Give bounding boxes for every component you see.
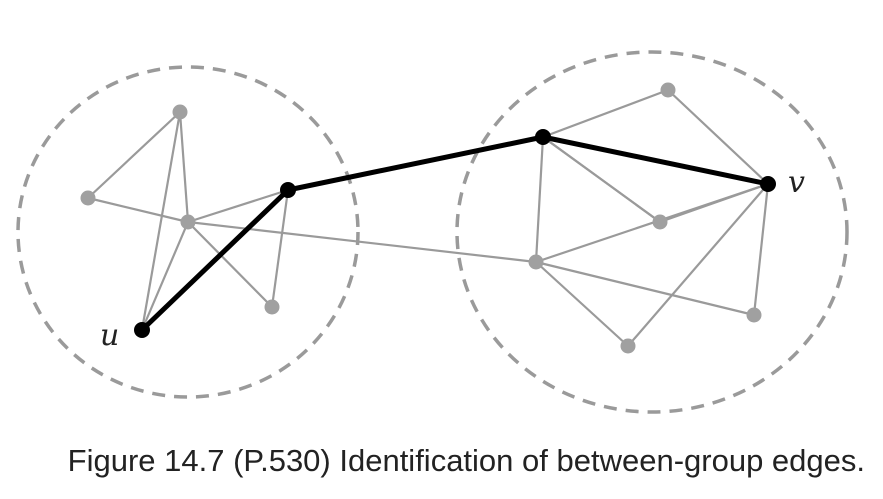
groups-layer <box>16 50 849 414</box>
node-R2 <box>535 129 551 145</box>
edges-layer <box>86 88 771 348</box>
node-L2 <box>172 104 188 120</box>
node-L4 <box>280 182 296 198</box>
node-label-v: v <box>788 165 805 200</box>
node-R6 <box>652 214 668 230</box>
path-edge-R2-v <box>540 134 771 187</box>
path-edge-L4-R2 <box>285 134 546 193</box>
node-label-u: u <box>100 318 119 353</box>
path-edge-u-L4 <box>139 187 291 333</box>
edge-L3-L5 <box>186 220 274 309</box>
edge-L2-L3 <box>178 110 190 224</box>
node-L3 <box>180 214 196 230</box>
edge-L4-L5 <box>270 188 290 309</box>
node-L1 <box>80 190 96 206</box>
edge-R6-R2 <box>541 135 662 224</box>
edge-L1-L3 <box>86 196 190 224</box>
edge-L3-u <box>140 220 190 332</box>
edge-R3-R5 <box>534 260 756 317</box>
figure-caption: Figure 14.7 (P.530) Identification of be… <box>67 443 865 478</box>
node-v <box>760 176 776 192</box>
edge-R5-v <box>752 182 770 317</box>
node-L5 <box>264 299 280 315</box>
edge-R2-R3 <box>534 135 545 264</box>
edge-R3-R4 <box>534 260 630 348</box>
node-R1 <box>660 82 676 98</box>
edge-R3-v <box>534 182 770 264</box>
edge-L1-L2 <box>86 110 182 200</box>
edge-R1-R2 <box>541 88 670 139</box>
right-group-boundary <box>455 50 849 414</box>
graph-diagram: u v <box>16 50 849 414</box>
edge-R4-v <box>626 182 770 348</box>
edge-L3-L4 <box>186 188 290 224</box>
left-group-boundary <box>16 65 360 399</box>
edge-L3-R3 <box>186 220 538 264</box>
edge-L2-u <box>140 110 182 332</box>
node-R3 <box>528 254 544 270</box>
edge-R1-v <box>666 88 770 186</box>
nodes-layer <box>80 82 776 354</box>
node-u <box>134 322 150 338</box>
node-R4 <box>620 338 636 354</box>
node-R5 <box>746 307 762 323</box>
